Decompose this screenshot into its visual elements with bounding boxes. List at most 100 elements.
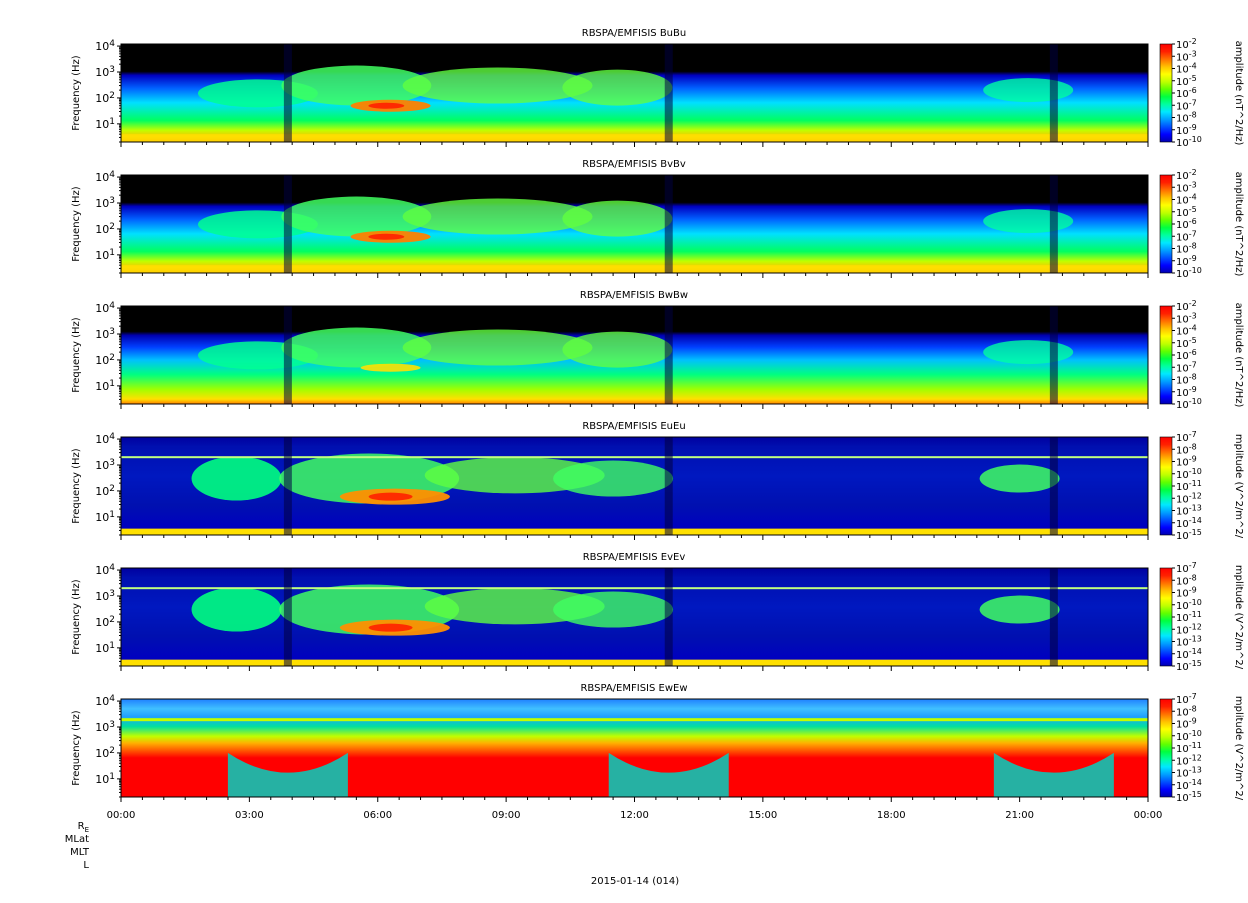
- emission-features: [121, 175, 1148, 273]
- perigee-gap: [664, 44, 673, 142]
- colorbar-tick-label: 10-7: [1176, 98, 1197, 112]
- x-tick-label: 18:00: [877, 810, 906, 821]
- panel-5: RBSPA/EMFISIS EwEw 101 102 103 104 Frequency …: [71, 683, 1244, 804]
- y-tick-label: 103: [95, 589, 115, 603]
- y-tick-label: 103: [95, 720, 115, 734]
- y-tick-label: 103: [95, 196, 115, 210]
- emission-blob: [553, 460, 674, 497]
- colorbar-tick-label: 10-14: [1176, 647, 1202, 661]
- colorbar-tick-label: 10-2: [1176, 299, 1197, 313]
- colorbar-tick-label: 10-9: [1176, 586, 1197, 600]
- colorbar-label: mplitude (V^2/m^2/: [1233, 565, 1244, 670]
- y-axis-label: Frequency (Hz): [71, 186, 82, 262]
- low-frequency-band: [121, 134, 1148, 142]
- colorbar-tick-label: 10-7: [1176, 561, 1197, 575]
- interference-line: [121, 587, 1148, 590]
- colorbar: [1159, 43, 1173, 143]
- colorbar-tick-label: 10-7: [1176, 360, 1197, 374]
- panel-1: RBSPA/EMFISIS BvBv 101 102 103 104 Frequency …: [71, 159, 1244, 280]
- colorbar-tick-label: 10-8: [1176, 573, 1197, 587]
- colorbar-tick-label: 10-10: [1176, 266, 1202, 280]
- y-tick-label: 104: [95, 301, 115, 315]
- y-tick-label: 103: [95, 65, 115, 79]
- perigee-gap: [1049, 568, 1058, 666]
- emission-blob: [368, 492, 413, 501]
- colorbar-tick-label: 10-7: [1176, 229, 1197, 243]
- colorbar-tick-label: 10-12: [1176, 491, 1202, 505]
- colorbar: [1159, 698, 1173, 798]
- colorbar-tick-label: 10-7: [1176, 430, 1197, 444]
- colorbar-tick-label: 10-9: [1176, 254, 1197, 268]
- colorbar-tick-label: 10-15: [1176, 659, 1202, 673]
- x-tick-label: 06:00: [363, 810, 392, 821]
- colorbar: [1159, 567, 1173, 667]
- colorbar-tick-label: 10-10: [1176, 467, 1202, 481]
- emission-features: [197, 306, 1074, 404]
- emission-blob: [983, 78, 1074, 103]
- colorbar-tick-label: 10-3: [1176, 49, 1197, 63]
- emission-blob: [360, 363, 421, 372]
- colorbar: [1159, 436, 1173, 536]
- panel-title: RBSPA/EMFISIS EuEu: [582, 421, 685, 432]
- x-tick-label: 00:00: [1134, 810, 1163, 821]
- colorbar-tick-label: 10-13: [1176, 766, 1202, 780]
- colorbar-tick-label: 10-6: [1176, 86, 1197, 100]
- y-tick-label: 101: [95, 117, 115, 131]
- colorbar-tick-label: 10-2: [1176, 168, 1197, 182]
- colorbar-label: amplitude (nT^2/Hz): [1233, 41, 1244, 146]
- colorbar-tick-label: 10-9: [1176, 385, 1197, 399]
- colorbar-tick-label: 10-10: [1176, 397, 1202, 411]
- y-tick-label: 102: [95, 222, 115, 236]
- panel-4: RBSPA/EMFISIS EvEv 101 102 103 104 Frequency …: [71, 552, 1244, 673]
- colorbar-tick-label: 10-11: [1176, 741, 1202, 755]
- emission-blob: [402, 198, 593, 235]
- colorbar-tick-label: 10-5: [1176, 74, 1197, 88]
- panel-title: RBSPA/EMFISIS BwBw: [580, 290, 688, 301]
- perigee-gap: [664, 568, 673, 666]
- y-axis-label: Frequency (Hz): [71, 710, 82, 786]
- colorbar: [1159, 174, 1173, 274]
- emission-blob: [562, 331, 673, 368]
- emission-blob: [979, 464, 1060, 493]
- colorbar-tick-label: 10-10: [1176, 135, 1202, 149]
- perigee-gap: [1049, 44, 1058, 142]
- perigee-dip: [993, 752, 1114, 797]
- panel-title: RBSPA/EMFISIS BuBu: [582, 28, 686, 39]
- colorbar-tick-label: 10-6: [1176, 348, 1197, 362]
- emission-blob: [562, 200, 673, 237]
- x-tick-label: 03:00: [235, 810, 264, 821]
- perigee-gap: [664, 306, 673, 404]
- emission-blob: [553, 591, 674, 628]
- colorbar-label: amplitude (nT^2/Hz): [1233, 172, 1244, 277]
- x-tick-label: 12:00: [620, 810, 649, 821]
- colorbar-tick-label: 10-4: [1176, 193, 1197, 207]
- colorbar-tick-label: 10-12: [1176, 753, 1202, 767]
- colorbar-tick-label: 10-9: [1176, 717, 1197, 731]
- colorbar-tick-label: 10-3: [1176, 311, 1197, 325]
- x-tick-label: 21:00: [1005, 810, 1034, 821]
- colorbar-tick-label: 10-8: [1176, 373, 1197, 387]
- y-tick-label: 104: [95, 39, 115, 53]
- ephemeris-label: MLT: [70, 847, 90, 858]
- y-tick-label: 104: [95, 694, 115, 708]
- panel-title: RBSPA/EMFISIS EwEw: [580, 683, 687, 694]
- y-tick-label: 104: [95, 170, 115, 184]
- colorbar-label: amplitude (nT^2/Hz): [1233, 303, 1244, 408]
- colorbar-tick-label: 10-8: [1176, 111, 1197, 125]
- panel-2: RBSPA/EMFISIS BwBw 101 102 103 104 Frequency …: [71, 290, 1244, 411]
- y-tick-label: 102: [95, 746, 115, 760]
- colorbar-tick-label: 10-4: [1176, 62, 1197, 76]
- colorbar-tick-label: 10-13: [1176, 504, 1202, 518]
- y-tick-label: 104: [95, 432, 115, 446]
- colorbar-tick-label: 10-9: [1176, 455, 1197, 469]
- date-label: 2015-01-14 (014): [591, 876, 679, 887]
- y-axis-label: Frequency (Hz): [71, 317, 82, 393]
- emission-blob: [562, 69, 673, 106]
- interference-line: [121, 456, 1148, 459]
- colorbar-label: mplitude (V^2/m^2/: [1233, 696, 1244, 801]
- emission-blob: [402, 67, 593, 104]
- y-tick-label: 102: [95, 484, 115, 498]
- colorbar-tick-label: 10-14: [1176, 778, 1202, 792]
- y-tick-label: 104: [95, 563, 115, 577]
